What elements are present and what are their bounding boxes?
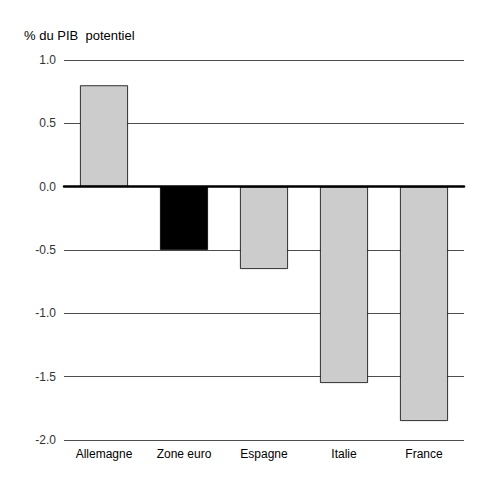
svg-text:1.0: 1.0 (39, 53, 56, 67)
svg-text:% du PIB potentiel: % du PIB potentiel (24, 28, 135, 43)
svg-text:-1.0: -1.0 (35, 306, 56, 320)
svg-text:Zone euro: Zone euro (157, 447, 212, 461)
svg-text:0.5: 0.5 (39, 116, 56, 130)
svg-text:Allemagne: Allemagne (76, 447, 133, 461)
svg-text:-1.5: -1.5 (35, 370, 56, 384)
svg-text:Espagne: Espagne (240, 447, 288, 461)
svg-text:0.0: 0.0 (39, 180, 56, 194)
svg-text:-2.0: -2.0 (35, 433, 56, 447)
svg-text:France: France (405, 447, 443, 461)
svg-text:-0.5: -0.5 (35, 243, 56, 257)
svg-text:Italie: Italie (331, 447, 357, 461)
